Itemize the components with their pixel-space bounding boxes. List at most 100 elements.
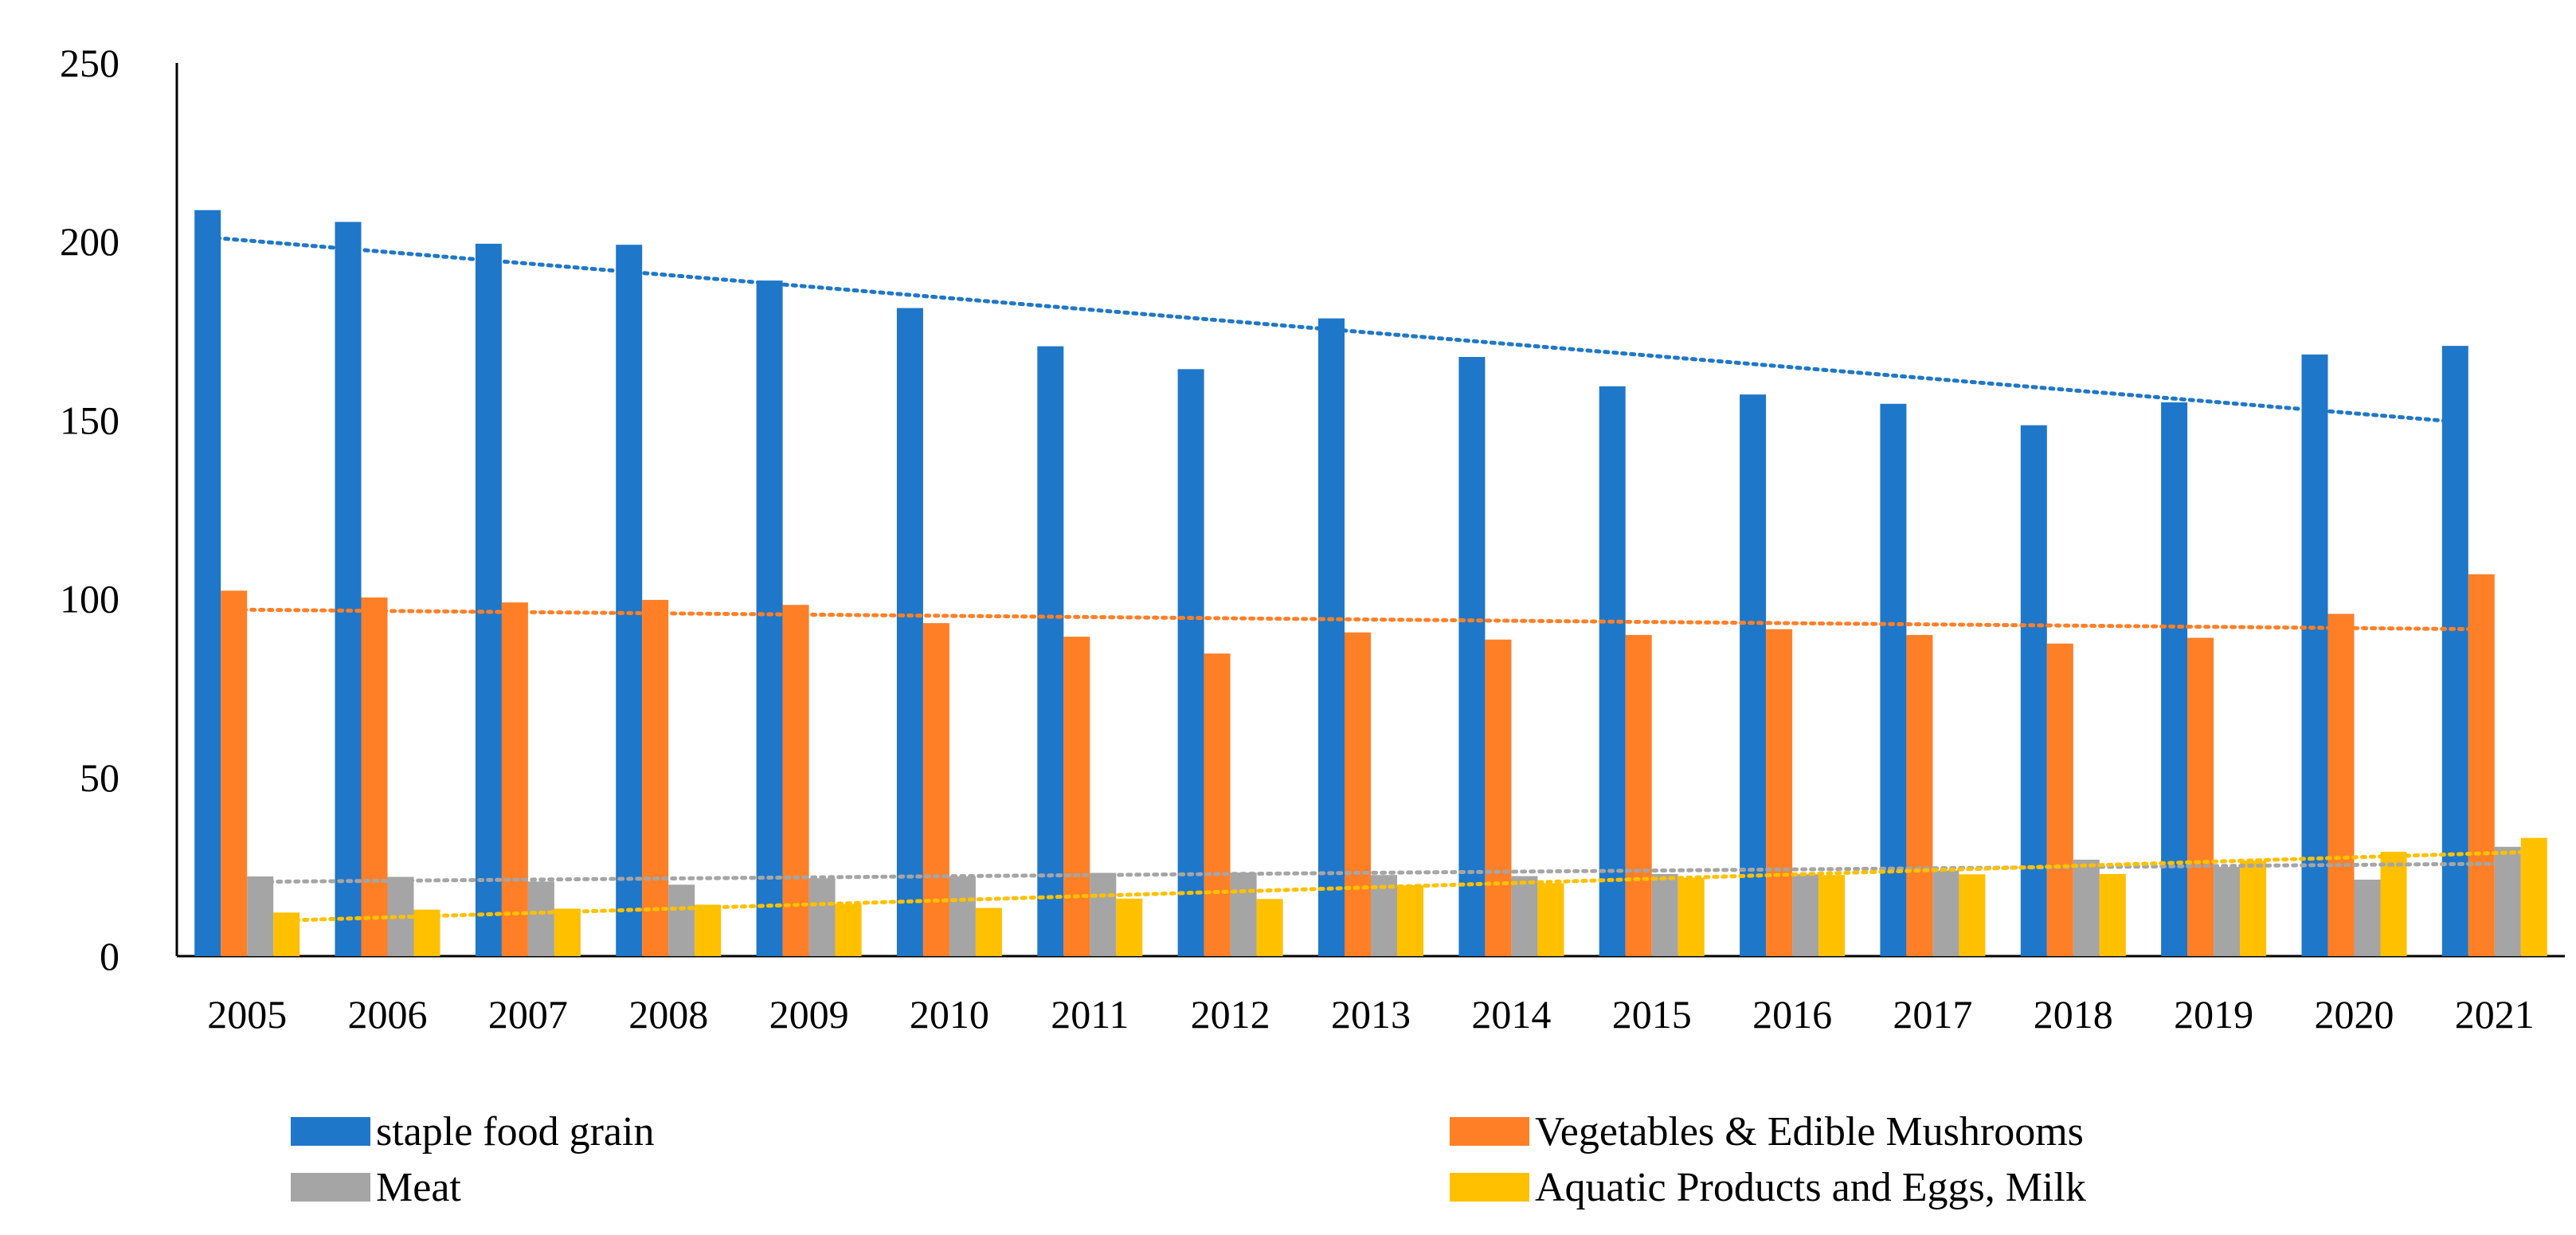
x-tick-label: 2007 bbox=[488, 992, 568, 1037]
bar bbox=[1345, 632, 1371, 956]
bar bbox=[361, 597, 388, 956]
legend-label: Vegetables & Edible Mushrooms bbox=[1535, 1109, 2084, 1155]
x-tick-label: 2008 bbox=[628, 992, 708, 1037]
bar bbox=[1880, 403, 1907, 956]
bar bbox=[475, 243, 502, 956]
legend-item: Vegetables & Edible Mushrooms bbox=[1450, 1109, 2084, 1155]
x-tick-label: 2016 bbox=[1752, 992, 1832, 1037]
bar bbox=[1959, 874, 1986, 956]
legend-label: Meat bbox=[376, 1165, 461, 1210]
bar bbox=[194, 210, 221, 956]
bar bbox=[1906, 634, 1933, 956]
legend-item: staple food grain bbox=[291, 1109, 654, 1155]
trendline bbox=[206, 235, 2457, 424]
bar bbox=[1599, 386, 1626, 956]
legend-item: Meat bbox=[291, 1165, 461, 1210]
bar bbox=[2046, 643, 2073, 956]
bar bbox=[2214, 866, 2241, 956]
bar bbox=[1458, 357, 1486, 956]
bar bbox=[896, 308, 923, 957]
y-tick-label: 200 bbox=[60, 219, 119, 264]
bar bbox=[1537, 883, 1564, 956]
bar bbox=[1740, 394, 1767, 957]
y-tick-label: 100 bbox=[60, 577, 119, 621]
bar bbox=[1397, 885, 1423, 956]
bar bbox=[1090, 872, 1117, 956]
bar bbox=[2073, 859, 2100, 956]
y-tick-label: 150 bbox=[60, 398, 119, 442]
bar bbox=[1792, 874, 1819, 956]
x-tick-label: 2019 bbox=[2174, 992, 2253, 1037]
bar bbox=[2187, 637, 2214, 956]
x-tick-label: 2015 bbox=[1612, 992, 1692, 1037]
bar bbox=[2468, 574, 2495, 956]
bar bbox=[695, 904, 722, 956]
bar bbox=[2354, 880, 2381, 956]
bar bbox=[1625, 634, 1652, 956]
bar bbox=[2327, 614, 2355, 956]
bar bbox=[1318, 318, 1345, 957]
bar bbox=[1485, 639, 1512, 956]
bar bbox=[949, 876, 976, 956]
bar bbox=[221, 590, 248, 956]
x-tick-labels: 2005 2006 2007 2008 2009 2010 2011 2012 2013 2014… bbox=[207, 992, 2535, 1037]
bar bbox=[1932, 870, 1959, 956]
bar bbox=[1766, 629, 1793, 956]
bar bbox=[668, 884, 695, 956]
legend-swatch bbox=[291, 1173, 370, 1202]
trendline bbox=[258, 861, 2510, 884]
x-tick-label: 2011 bbox=[1051, 992, 1129, 1037]
trendlines bbox=[206, 235, 2536, 923]
bar bbox=[1116, 898, 1143, 956]
bar bbox=[1678, 877, 1705, 956]
x-tick-label: 2006 bbox=[348, 992, 428, 1037]
bar bbox=[247, 876, 274, 956]
x-tick-label: 2020 bbox=[2315, 992, 2394, 1037]
bar bbox=[782, 605, 809, 956]
bars bbox=[194, 210, 2547, 957]
x-tick-label: 2009 bbox=[769, 992, 849, 1037]
trendline bbox=[284, 849, 2536, 923]
bar bbox=[1651, 873, 1678, 956]
x-tick-label: 2010 bbox=[910, 992, 989, 1037]
bar bbox=[642, 599, 669, 956]
legend-swatch bbox=[1450, 1173, 1529, 1202]
legend-label: Aquatic Products and Eggs, Milk bbox=[1535, 1165, 2086, 1210]
bar bbox=[1177, 369, 1204, 956]
bar bbox=[501, 602, 528, 956]
legend-swatch bbox=[291, 1117, 370, 1146]
bar bbox=[2099, 873, 2126, 956]
bar bbox=[835, 904, 862, 956]
bar bbox=[808, 878, 836, 956]
x-tick-label: 2014 bbox=[1471, 992, 1551, 1037]
y-tick-label: 250 bbox=[60, 41, 119, 85]
bar bbox=[1511, 876, 1538, 956]
bar bbox=[2301, 354, 2328, 956]
y-tick-labels: 0 50 100 150 200 250 bbox=[60, 41, 119, 978]
bar bbox=[756, 280, 783, 957]
x-tick-label: 2017 bbox=[1893, 992, 1972, 1037]
legend-item: Aquatic Products and Eggs, Milk bbox=[1450, 1165, 2086, 1210]
bar bbox=[2380, 852, 2407, 956]
legend-label: staple food grain bbox=[376, 1109, 654, 1155]
bar bbox=[975, 908, 1002, 956]
bar bbox=[1037, 346, 1064, 957]
bar bbox=[527, 881, 554, 956]
bar bbox=[2520, 837, 2547, 956]
x-tick-label: 2021 bbox=[2455, 992, 2535, 1037]
bar bbox=[2020, 425, 2047, 956]
bar bbox=[616, 245, 643, 956]
bar bbox=[2161, 402, 2188, 956]
bar bbox=[335, 222, 362, 956]
x-tick-label: 2005 bbox=[207, 992, 287, 1037]
x-tick-label: 2012 bbox=[1191, 992, 1270, 1037]
bar bbox=[1230, 872, 1257, 956]
bar bbox=[1204, 653, 1231, 956]
trendline bbox=[232, 607, 2484, 632]
bar bbox=[1256, 899, 1283, 956]
bar bbox=[922, 623, 949, 956]
bar bbox=[2240, 861, 2267, 956]
x-tick-label: 2018 bbox=[2034, 992, 2113, 1037]
y-tick-label: 0 bbox=[100, 934, 119, 978]
